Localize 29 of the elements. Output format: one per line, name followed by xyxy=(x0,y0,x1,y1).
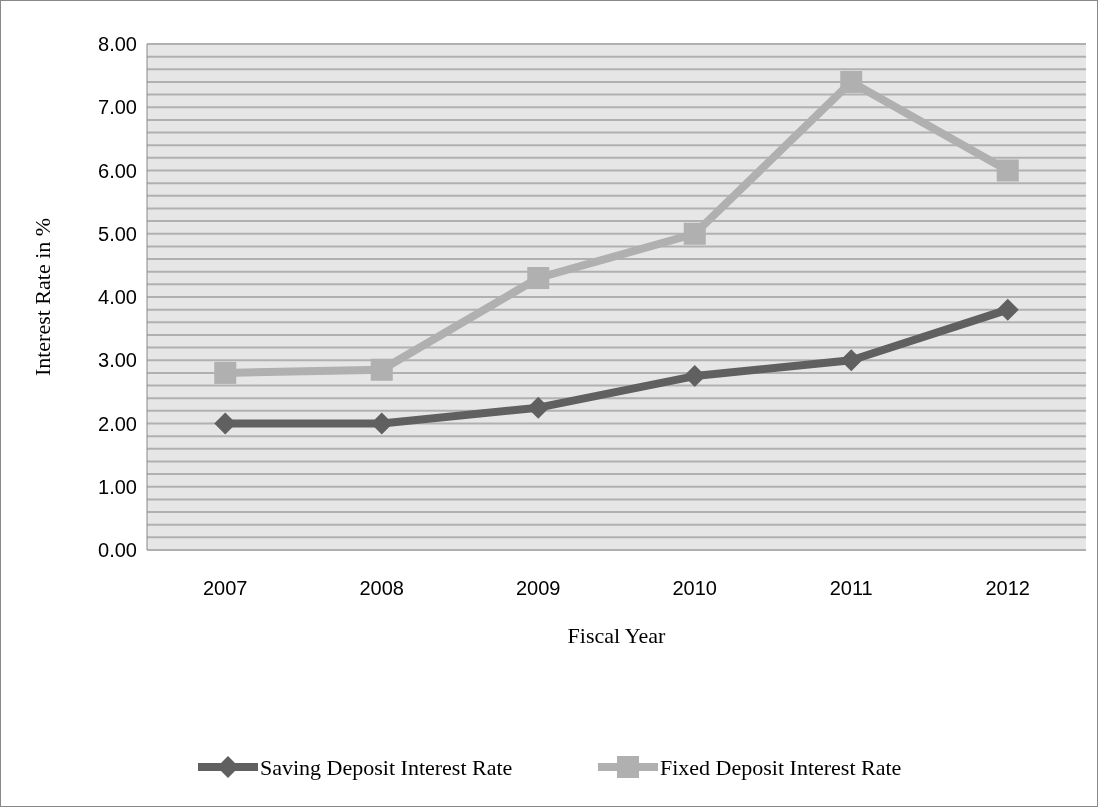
y-tick-label: 0.00 xyxy=(98,539,137,561)
point xyxy=(996,298,1019,321)
x-tick-label: 2009 xyxy=(516,577,561,599)
x-tick-label: 2008 xyxy=(359,577,404,599)
point xyxy=(370,358,393,381)
y-tick-label: 7.00 xyxy=(98,96,137,119)
point xyxy=(683,222,706,245)
y-axis-title: Interest Rate in % xyxy=(30,217,55,377)
point xyxy=(527,267,550,290)
y-tick-label: 1.00 xyxy=(98,475,137,498)
x-tick-label: 2011 xyxy=(829,577,873,599)
point xyxy=(527,396,550,419)
y-tick-label: 8.00 xyxy=(98,33,137,55)
x-tick-label: 2010 xyxy=(672,577,717,599)
y-tick-label: 3.00 xyxy=(98,349,137,372)
y-tick-label: 4.00 xyxy=(98,286,137,308)
y-tick-label: 5.00 xyxy=(98,222,137,245)
legend-label: Fixed Deposit Interest Rate xyxy=(660,754,902,780)
y-tick-label: 2.00 xyxy=(98,412,137,435)
x-axis-title: Fiscal Year xyxy=(567,623,667,648)
y-tick-label: 6.00 xyxy=(98,159,137,182)
point xyxy=(840,349,863,372)
point xyxy=(214,361,237,384)
legend-label: Saving Deposit Interest Rate xyxy=(260,754,513,780)
point xyxy=(996,159,1019,182)
point xyxy=(683,365,706,388)
x-tick-label: 2012 xyxy=(985,577,1030,599)
point xyxy=(840,70,863,93)
x-tick-label: 2007 xyxy=(203,577,248,599)
